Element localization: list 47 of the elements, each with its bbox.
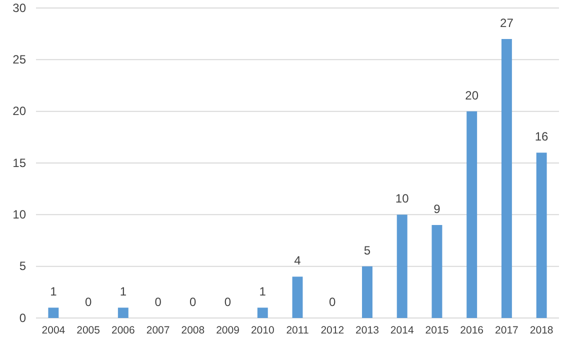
data-label: 20 <box>465 88 479 102</box>
data-label: 9 <box>434 202 441 216</box>
y-tick-label: 30 <box>12 0 26 15</box>
data-label: 0 <box>84 295 92 309</box>
x-tick-label: 2010 <box>250 324 274 336</box>
data-label: 1 <box>259 284 266 299</box>
bar <box>257 308 268 318</box>
x-tick-label: 2005 <box>76 324 100 336</box>
data-label: 0 <box>190 295 197 309</box>
x-tick-label: 2011 <box>286 324 309 336</box>
y-tick-label: 5 <box>19 259 26 274</box>
x-tick-label: 2004 <box>42 324 66 336</box>
x-tick-label: 2016 <box>460 324 484 336</box>
data-label: 0 <box>329 295 336 309</box>
data-label: 5 <box>364 243 371 258</box>
data-label: 4 <box>294 254 302 268</box>
x-tick-label: 2012 <box>320 324 344 336</box>
data-label: 0 <box>224 295 232 309</box>
y-tick-label: 15 <box>12 156 26 170</box>
bar <box>501 39 512 318</box>
x-tick-label: 2013 <box>356 324 380 336</box>
x-tick-label: 2014 <box>390 324 414 336</box>
data-label: 10 <box>395 192 410 206</box>
data-label: 0 <box>154 295 162 309</box>
bar <box>362 266 372 318</box>
y-tick-label: 25 <box>12 52 26 67</box>
bar <box>292 276 303 318</box>
x-tick-label: 2009 <box>216 324 240 336</box>
x-tick-label: 2008 <box>181 324 205 336</box>
bar <box>432 225 442 318</box>
x-tick-label: 2007 <box>146 324 170 336</box>
y-tick-label: 20 <box>12 104 26 118</box>
data-label: 16 <box>534 130 549 144</box>
x-tick-label: 2006 <box>111 324 136 336</box>
data-label: 27 <box>500 16 514 30</box>
x-tick-label: 2018 <box>530 324 554 336</box>
bar <box>536 152 547 318</box>
y-tick-label: 0 <box>19 310 26 325</box>
bar <box>48 308 59 318</box>
bar <box>118 308 128 318</box>
x-tick-label: 2017 <box>495 324 519 336</box>
x-tick-label: 2015 <box>425 324 449 336</box>
bar <box>466 111 478 318</box>
data-label: 1 <box>50 284 58 299</box>
bar <box>396 214 408 318</box>
data-label: 1 <box>120 284 127 299</box>
y-tick-label: 10 <box>12 208 26 222</box>
